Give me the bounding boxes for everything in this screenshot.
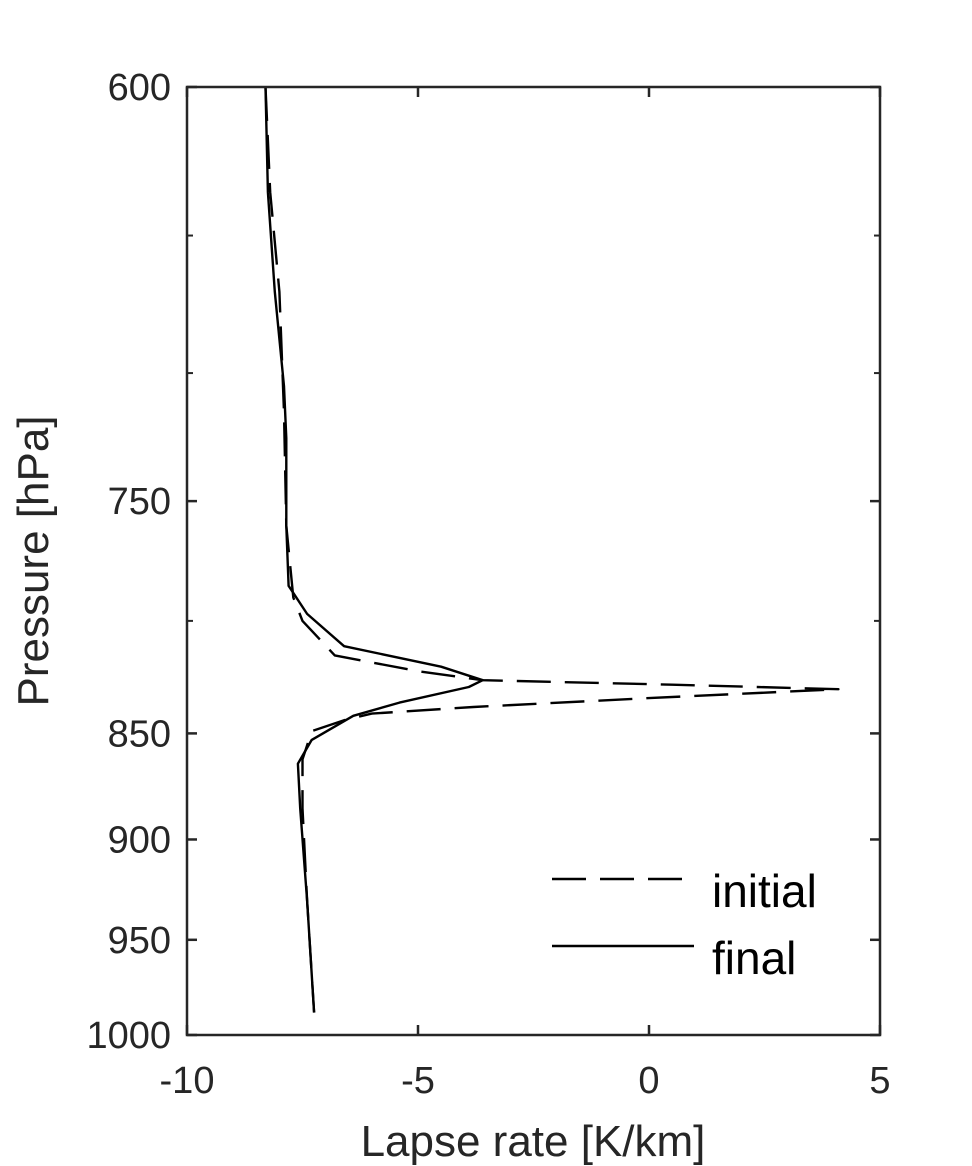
y-axis: 600 750 850 900 950 1000 [86, 67, 880, 1057]
x-tick-label: -10 [160, 1060, 215, 1102]
y-tick-label: 900 [108, 819, 171, 861]
y-tick-label: 950 [108, 920, 171, 962]
x-tick-label: -5 [401, 1060, 435, 1102]
y-tick-label: 850 [108, 713, 171, 755]
series-layer [264, 86, 840, 1013]
legend: initial final [552, 865, 817, 984]
series-line-final [264, 86, 484, 1013]
legend-label-final: final [712, 932, 796, 984]
y-axis-label: Pressure [hPa] [9, 415, 58, 706]
x-axis-label: Lapse rate [K/km] [361, 1117, 706, 1166]
x-tick-label: 0 [638, 1060, 659, 1102]
plot-area [187, 87, 880, 1035]
y-tick-label: 1000 [86, 1015, 171, 1057]
plot-frame [185, 85, 882, 1037]
x-axis: -10 -5 0 5 [160, 87, 891, 1102]
x-tick-label: 5 [869, 1060, 890, 1102]
y-tick-label: 750 [108, 481, 171, 523]
y-tick-label: 600 [108, 67, 171, 109]
legend-label-initial: initial [712, 865, 817, 917]
